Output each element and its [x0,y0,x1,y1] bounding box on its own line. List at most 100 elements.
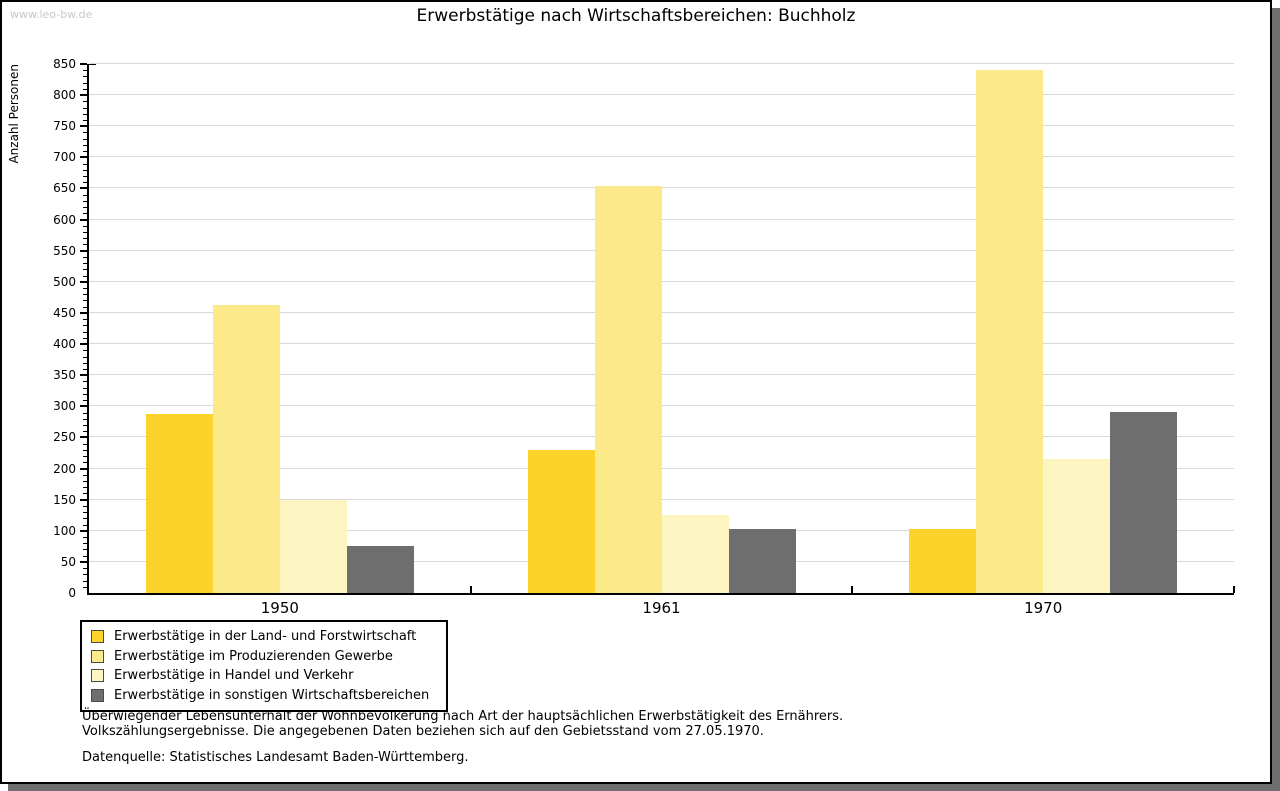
gridline [89,218,1234,220]
legend-item: Erwerbstätige in der Land- und Forstwirt… [91,627,438,647]
x-axis-tick [469,586,472,593]
y-axis-minor-tick [83,393,87,395]
y-axis-minor-tick [83,368,87,370]
x-axis-category-label: 1961 [642,599,681,617]
y-axis-minor-tick [83,512,87,514]
y-axis-tick [80,94,87,97]
y-axis-tick [80,125,87,128]
y-axis-tick [80,187,87,190]
y-axis-minor-tick [83,76,87,78]
y-axis-minor-tick [83,151,87,153]
y-axis-tick-label: 700 [53,150,76,165]
y-axis-minor-tick [83,238,87,240]
y-axis-minor-tick [83,325,87,327]
legend-label: Erwerbstätige in sonstigen Wirtschaftsbe… [114,687,430,703]
y-axis-minor-tick [83,580,87,582]
y-axis-tick [80,63,87,65]
y-axis-tick [80,218,87,221]
gridline [89,436,1234,438]
bar [909,528,977,593]
legend-item: Erwerbstätige in Handel und Verkehr [91,666,438,686]
y-axis-minor-tick [83,412,87,414]
y-axis-minor-tick [83,132,87,134]
x-axis-endcap [1233,586,1235,593]
gridline [89,405,1234,407]
chart-plot-area: 0 50 100 150 200 250 300 350 400 450 500 550 600 650 7… [53,57,1235,617]
y-axis-minor-tick [83,555,87,557]
y-axis-minor-tick [83,82,87,84]
y-axis-minor-tick [83,144,87,146]
y-axis-minor-tick [83,474,87,476]
y-axis-minor-tick [83,350,87,352]
y-axis-minor-tick [83,101,87,103]
y-axis-minor-tick [83,263,87,265]
y-axis-minor-tick [83,176,87,178]
y-axis-minor-tick [83,574,87,576]
y-axis-minor-tick [83,487,87,489]
y-axis-minor-tick [83,207,87,209]
gridline [89,343,1234,345]
y-axis-minor-tick [83,431,87,433]
y-axis-tick [80,343,87,346]
y-axis-minor-tick [83,275,87,277]
y-axis-minor-tick [83,232,87,234]
y-axis-minor-tick [83,107,87,109]
y-axis-minor-tick [83,182,87,184]
y-axis-minor-tick [83,163,87,165]
y-axis-tick-label: 350 [53,368,76,383]
legend-label: Erwerbstätige in der Land- und Forstwirt… [114,629,417,645]
y-axis-tick-label: 50 [60,554,76,569]
bar [728,528,796,593]
y-axis-minor-tick [83,225,87,227]
y-axis-minor-tick [83,418,87,420]
y-axis-minor-tick [83,456,87,458]
watermark: www.leo-bw.de [10,8,93,21]
y-axis-tick-label: 850 [53,57,76,71]
x-axis-category-label: 1970 [1024,599,1063,617]
y-axis-minor-tick [83,306,87,308]
y-axis-tick-label: 600 [53,212,76,227]
legend-item: Erwerbstätige in sonstigen Wirtschaftsbe… [91,686,438,706]
gridline [89,311,1234,313]
gridline [89,249,1234,251]
y-axis-minor-tick [83,200,87,202]
y-axis-tick [80,249,87,252]
y-axis-tick-label: 550 [53,243,76,258]
y-axis-minor-tick [83,169,87,171]
gridline [89,187,1234,189]
y-axis-minor-tick [83,213,87,215]
y-axis-tick-label: 250 [53,430,76,445]
y-axis-minor-tick [83,362,87,364]
gridline [89,498,1234,500]
y-axis-minor-tick [83,120,87,121]
y-axis-tick-label: 0 [68,586,76,600]
y-axis-endcap [89,63,96,65]
y-axis-tick-label: 200 [53,461,76,476]
y-axis-tick [80,467,87,470]
data-source: Datenquelle: Statistisches Landesamt Bad… [82,750,469,765]
y-axis-minor-tick [83,524,87,526]
y-axis-minor-tick [83,288,87,290]
y-axis-minor-tick [83,462,87,464]
y-axis-tick-label: 650 [53,181,76,196]
y-axis-minor-tick [83,319,87,321]
x-axis-category-label: 1950 [260,599,299,617]
y-axis-minor-tick [83,549,87,551]
y-axis-minor-tick [83,194,87,196]
legend-swatch [91,688,104,702]
y-axis-minor-tick [83,400,87,402]
y-axis-minor-tick [83,138,87,140]
y-axis-minor-tick [83,70,87,72]
bar [594,185,662,593]
y-axis-minor-tick [83,381,87,383]
footnote-line: Überwiegender Lebensunterhalt der Wohnbe… [82,709,844,724]
y-axis-tick-label: 750 [53,119,76,134]
bar [1110,411,1178,593]
y-axis-tick-label: 100 [53,523,76,538]
gridline [89,156,1234,158]
y-axis-tick [80,156,87,159]
y-axis-minor-tick [83,443,87,445]
y-axis-minor-tick [83,449,87,451]
y-axis-tick [80,405,87,408]
